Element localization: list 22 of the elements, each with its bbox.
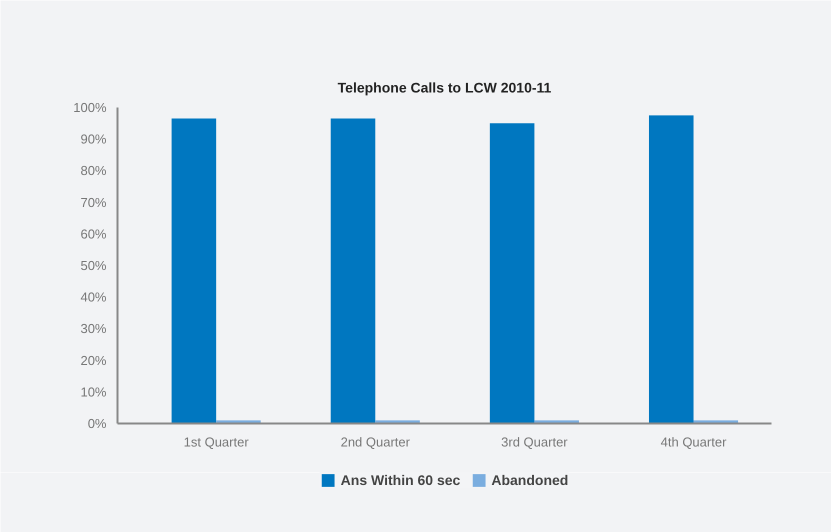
- y-tick-label: 50%: [80, 258, 107, 273]
- y-tick-label: 60%: [80, 226, 107, 242]
- y-tick-label: 0%: [88, 416, 107, 431]
- y-tick-label: 20%: [80, 352, 107, 368]
- legend-label: Abandoned: [491, 472, 568, 488]
- legend-label: Ans Within 60 sec: [340, 472, 460, 488]
- x-tick-label: 2nd Quarter: [340, 434, 411, 450]
- y-tick-label: 100%: [73, 100, 107, 115]
- x-tick-label: 1st Quarter: [184, 434, 250, 450]
- x-tick-label: 3rd Quarter: [501, 434, 568, 450]
- chart-title: Telephone Calls to LCW 2010-11: [338, 80, 552, 96]
- y-tick-label: 30%: [80, 321, 107, 336]
- bar: [172, 118, 216, 424]
- y-tick-label: 10%: [80, 384, 107, 400]
- bar: [648, 115, 694, 424]
- y-tick-label: 90%: [80, 132, 107, 147]
- y-tick-label: 40%: [80, 290, 107, 305]
- y-tick-label: 80%: [80, 163, 107, 178]
- x-tick-label: 4th Quarter: [660, 434, 728, 450]
- y-tick-label: 70%: [80, 194, 107, 210]
- bar: [330, 118, 376, 424]
- bar: [490, 123, 534, 424]
